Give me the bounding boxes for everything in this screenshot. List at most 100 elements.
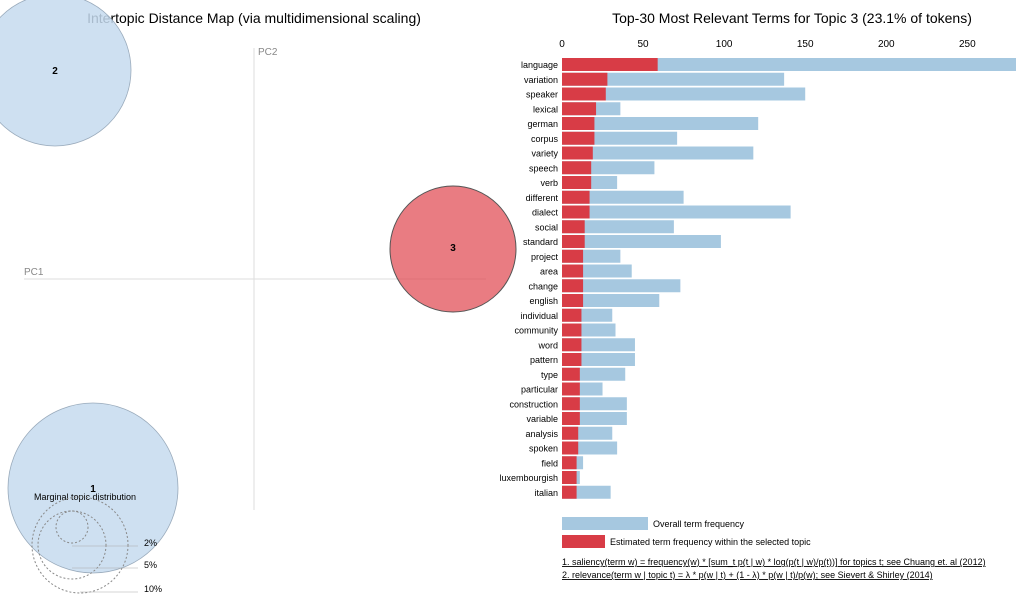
bar-overall-language[interactable] [562, 58, 1016, 71]
topic-label-2: 2 [52, 66, 58, 77]
marginal-circle-10pct [31, 496, 129, 594]
bar-topic-speaker[interactable] [562, 87, 606, 101]
bar-topic-change[interactable] [562, 279, 584, 293]
bar-chart: language variation speaker lexical german cor… [499, 58, 1016, 499]
bar-topic-standard[interactable] [562, 235, 585, 248]
bar-topic-italian[interactable] [562, 485, 577, 499]
term-label-language[interactable]: language [521, 60, 558, 70]
x-axis-ticks: 0 50 100 150 200 250 [559, 39, 976, 50]
term-label-english[interactable]: english [529, 296, 558, 306]
term-label-analysis[interactable]: analysis [525, 429, 558, 439]
term-label-german[interactable]: german [527, 119, 558, 129]
bar-overall-dialect[interactable] [562, 205, 791, 219]
term-label-area[interactable]: area [540, 267, 558, 277]
saliency-note[interactable]: 1. saliency(term w) = frequency(w) * [su… [562, 557, 986, 567]
bar-topic-area[interactable] [562, 264, 584, 278]
term-label-italian[interactable]: italian [534, 488, 558, 498]
term-label-dialect[interactable]: dialect [532, 208, 559, 218]
x-tick-label: 50 [638, 39, 650, 50]
bar-topic-luxembourgish[interactable] [562, 471, 577, 484]
bar-topic-pattern[interactable] [562, 353, 582, 366]
term-label-luxembourgish[interactable]: luxembourgish [499, 473, 558, 483]
marginal-size-2pct: 2% [144, 538, 157, 548]
legend-swatch-topic [562, 535, 605, 548]
term-label-community[interactable]: community [514, 326, 558, 336]
term-label-construction[interactable]: construction [509, 399, 558, 409]
chart-title: Top-30 Most Relevant Terms for Topic 3 (… [612, 10, 972, 26]
legend-label-overall: Overall term frequency [653, 519, 745, 529]
marginal-title: Marginal topic distribution [34, 492, 136, 502]
bar-topic-different[interactable] [562, 190, 590, 204]
bar-topic-individual[interactable] [562, 308, 582, 322]
pc2-label: PC2 [258, 47, 278, 58]
bar-overall-different[interactable] [562, 190, 684, 204]
bar-topic-variation[interactable] [562, 72, 608, 86]
topic-circle-3[interactable] [389, 185, 517, 313]
bar-overall-variation[interactable] [562, 72, 785, 86]
bar-topic-field[interactable] [562, 456, 577, 470]
legend-label-topic: Estimated term frequency within the sele… [610, 537, 811, 547]
bar-topic-verb[interactable] [562, 176, 592, 189]
bar-overall-variety[interactable] [562, 146, 754, 160]
bar-topic-particular[interactable] [562, 382, 580, 396]
bar-topic-english[interactable] [562, 294, 584, 307]
term-label-particular[interactable]: particular [521, 385, 558, 395]
marginal-size-10pct: 10% [144, 584, 162, 594]
bar-topic-language[interactable] [562, 58, 658, 71]
term-label-change[interactable]: change [528, 281, 558, 291]
relevance-note[interactable]: 2. relevance(term w | topic t) = λ * p(w… [562, 570, 933, 580]
topic-label-1: 1 [90, 484, 96, 495]
term-label-field[interactable]: field [541, 458, 558, 468]
term-label-different[interactable]: different [526, 193, 559, 203]
term-label-variable[interactable]: variable [526, 414, 558, 424]
bar-topic-speech[interactable] [562, 161, 592, 175]
marginal-circle-2pct [55, 510, 89, 544]
term-label-individual[interactable]: individual [520, 311, 558, 321]
bar-topic-variety[interactable] [562, 146, 593, 160]
x-tick-label: 0 [559, 39, 565, 50]
bar-overall-english[interactable] [562, 294, 660, 307]
term-label-spoken[interactable]: spoken [529, 444, 558, 454]
bar-overall-speaker[interactable] [562, 87, 806, 101]
bar-topic-project[interactable] [562, 249, 584, 263]
x-tick-label: 200 [878, 39, 895, 50]
term-label-speaker[interactable]: speaker [526, 90, 558, 100]
term-label-social[interactable]: social [535, 222, 558, 232]
x-tick-label: 150 [797, 39, 814, 50]
bar-overall-change[interactable] [562, 279, 681, 293]
bar-topic-corpus[interactable] [562, 131, 595, 145]
term-label-variety[interactable]: variety [531, 149, 558, 159]
bar-topic-spoken[interactable] [562, 441, 579, 455]
legend-swatch-overall [562, 517, 648, 530]
bar-topic-word[interactable] [562, 338, 582, 352]
term-label-type[interactable]: type [541, 370, 558, 380]
bar-topic-analysis[interactable] [562, 426, 579, 440]
bar-topic-type[interactable] [562, 367, 580, 381]
term-label-word[interactable]: word [537, 340, 558, 350]
map-title: Intertopic Distance Map (via multidimens… [87, 10, 421, 26]
marginal-circle-5pct [37, 510, 107, 580]
bar-topic-community[interactable] [562, 323, 582, 337]
term-label-standard[interactable]: standard [523, 237, 558, 247]
topic-circle-2[interactable] [0, 0, 132, 147]
bar-topic-lexical[interactable] [562, 102, 597, 116]
bar-overall-social[interactable] [562, 220, 674, 234]
term-label-corpus[interactable]: corpus [531, 134, 559, 144]
term-label-speech[interactable]: speech [529, 163, 558, 173]
bar-topic-construction[interactable] [562, 397, 580, 411]
bar-topic-dialect[interactable] [562, 205, 590, 219]
term-label-pattern[interactable]: pattern [530, 355, 558, 365]
topic-circle-1[interactable] [7, 402, 179, 574]
bar-overall-german[interactable] [562, 117, 759, 130]
bar-topic-variable[interactable] [562, 412, 580, 425]
x-tick-label: 250 [959, 39, 976, 50]
bar-topic-german[interactable] [562, 117, 595, 130]
bar-overall-standard[interactable] [562, 235, 721, 248]
term-label-project[interactable]: project [531, 252, 559, 262]
term-label-lexical[interactable]: lexical [533, 104, 558, 114]
term-label-variation[interactable]: variation [524, 75, 558, 85]
x-tick-label: 100 [716, 39, 733, 50]
bar-topic-social[interactable] [562, 220, 585, 234]
term-label-verb[interactable]: verb [540, 178, 558, 188]
